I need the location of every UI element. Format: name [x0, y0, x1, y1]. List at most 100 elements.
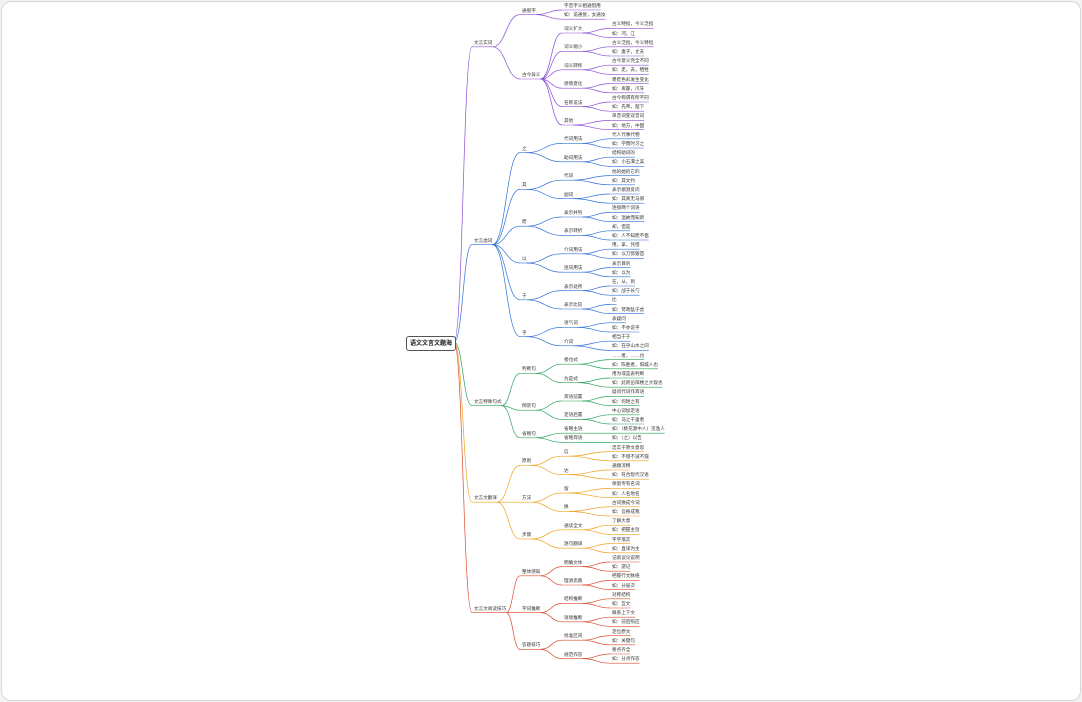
topic-node[interactable]: 为是式	[564, 376, 578, 382]
topic-node[interactable]: 表示比较	[564, 303, 583, 308]
topic-node[interactable]: 如：分层次	[612, 583, 635, 589]
topic-node[interactable]: 乎	[522, 330, 527, 336]
topic-node[interactable]: 古义特指，今义泛指	[612, 22, 654, 28]
topic-node[interactable]: 代词	[564, 174, 574, 180]
topic-node[interactable]: 古今意义完全不同	[612, 59, 649, 65]
topic-node[interactable]: 如：走，去，牺牲	[612, 68, 649, 74]
topic-node[interactable]: 如：马之千里者	[612, 418, 645, 423]
topic-node[interactable]: 他的她的它的	[612, 169, 640, 175]
topic-node[interactable]: 如：关键句	[612, 638, 635, 644]
topic-node[interactable]: 记叙议论说明	[612, 556, 640, 561]
topic-node[interactable]: 如：陈胜者，阳城人也	[612, 362, 658, 368]
topic-node[interactable]: 如：（之）以告	[612, 436, 642, 442]
topic-node[interactable]: 表示并列	[564, 211, 583, 216]
topic-node[interactable]: 在，从，到	[612, 280, 635, 285]
topic-node[interactable]: 介词	[564, 339, 574, 345]
topic-node[interactable]: 如：何陋之有	[612, 399, 640, 405]
topic-node[interactable]: 原则	[522, 459, 532, 465]
topic-node[interactable]: 疑问代词作宾语	[612, 390, 645, 396]
topic-node[interactable]: 词义缩小	[564, 45, 583, 51]
topic-node[interactable]: 如：（桃花源中人）见渔人	[612, 427, 665, 433]
topic-node[interactable]: 对称结构	[612, 592, 631, 598]
topic-node[interactable]: 省略句	[522, 431, 536, 437]
topic-node[interactable]: 中心词加定语	[612, 408, 640, 414]
topic-node[interactable]: 步骤	[522, 533, 532, 538]
topic-node[interactable]: 以	[522, 257, 527, 262]
topic-node[interactable]: 联系上下文	[612, 611, 635, 617]
topic-node[interactable]: 如：直译为主	[612, 546, 640, 552]
topic-node[interactable]: 词义转移	[564, 63, 583, 69]
topic-node[interactable]: 定位原文	[612, 629, 631, 635]
topic-node[interactable]: 表示目的	[612, 261, 631, 267]
topic-node[interactable]: 褒贬色彩发生变化	[612, 77, 649, 83]
topic-node[interactable]: 判断句	[522, 367, 536, 373]
topic-node[interactable]: 词义扩大	[564, 27, 583, 32]
topic-node[interactable]: 如：说通悦，女通汝	[564, 13, 606, 19]
topic-node[interactable]: 如：苛政猛于虎	[612, 307, 645, 313]
topic-node[interactable]: 如：分点作答	[612, 657, 640, 663]
topic-node[interactable]: 如：河，江	[612, 31, 635, 37]
topic-node[interactable]: 理清思路	[564, 579, 583, 584]
topic-node[interactable]: 如：其真无马邪	[612, 197, 645, 203]
topic-node[interactable]: 了解大意	[612, 519, 631, 525]
topic-node[interactable]: 达	[564, 468, 569, 474]
topic-node[interactable]: 字词推断	[522, 606, 541, 612]
topic-node[interactable]: ……者，……也	[612, 353, 645, 359]
topic-node[interactable]: 如：卑鄙，爪牙	[612, 86, 645, 92]
topic-node[interactable]: 如：先帝，陛下	[612, 105, 645, 111]
topic-node[interactable]: 结构助词的	[612, 151, 635, 157]
topic-node[interactable]: 如：互文	[612, 602, 631, 607]
topic-node[interactable]: 如：妻子，丈夫	[612, 50, 645, 55]
topic-node[interactable]: 而	[522, 220, 527, 226]
topic-node[interactable]: 代词用法	[564, 137, 583, 143]
topic-node[interactable]: 明确文体	[564, 560, 583, 566]
topic-node[interactable]: 如：人名地名	[612, 491, 640, 497]
topic-node[interactable]: 定语后置	[564, 413, 583, 419]
topic-node[interactable]: 表示处所	[564, 284, 583, 290]
topic-node[interactable]: 答题技巧	[522, 643, 541, 649]
topic-node[interactable]: 如：在乎山水之间	[612, 344, 649, 350]
topic-node[interactable]: 语气词	[564, 321, 578, 327]
topic-node[interactable]: 代人代事代物	[612, 132, 640, 138]
topic-node[interactable]: 如：前后照应	[612, 620, 640, 626]
topic-node[interactable]: 整体感知	[522, 569, 541, 575]
topic-node[interactable]: 字音字义相通借用	[564, 4, 601, 9]
topic-node[interactable]: 字字落实	[612, 537, 631, 543]
topic-node[interactable]: 单音词变双音词	[612, 114, 645, 120]
branch-node[interactable]: 文言特殊句式	[474, 399, 502, 405]
topic-node[interactable]: 古今称谓有所不同	[612, 96, 649, 101]
topic-node[interactable]: 把握行文脉络	[612, 574, 640, 580]
topic-node[interactable]: 通顺流畅	[612, 464, 631, 469]
topic-node[interactable]: 保留专有名词	[612, 482, 640, 488]
topic-node[interactable]: 要点齐全	[612, 648, 631, 653]
topic-node[interactable]: 助词用法	[564, 155, 583, 161]
topic-node[interactable]: 如：地方，中国	[612, 123, 645, 129]
topic-node[interactable]: 通假字	[522, 8, 536, 14]
topic-node[interactable]: 宾语前置	[564, 395, 583, 400]
topic-node[interactable]: 表疑问	[612, 316, 626, 322]
topic-node[interactable]: 如：不增不减不漏	[612, 454, 649, 460]
topic-node[interactable]: 其	[522, 183, 527, 189]
topic-node[interactable]: 比	[612, 298, 617, 304]
topic-node[interactable]: 结构推断	[564, 597, 583, 603]
topic-node[interactable]: 如：其文约	[612, 178, 635, 184]
topic-node[interactable]: 如：战于长勺	[612, 289, 640, 295]
topic-node[interactable]: 语境推断	[564, 615, 583, 621]
topic-node[interactable]: 于	[522, 293, 527, 299]
topic-node[interactable]: 连接两个词语	[612, 206, 640, 212]
topic-node[interactable]: 古今异义	[522, 73, 541, 78]
topic-node[interactable]: 省略主语	[564, 427, 583, 433]
root-node[interactable]: 语文文言文题海	[406, 336, 456, 351]
topic-node[interactable]: 找准区间	[564, 634, 583, 640]
topic-node[interactable]: 换	[564, 505, 569, 511]
topic-node[interactable]: 如：小石潭之美	[612, 160, 645, 166]
topic-node[interactable]: 忠实于原文意思	[612, 445, 645, 451]
branch-node[interactable]: 文言文阅读技巧	[474, 606, 507, 612]
topic-node[interactable]: 却，但是	[612, 224, 631, 230]
topic-node[interactable]: 之	[522, 146, 527, 152]
topic-node[interactable]: 如：以为	[612, 270, 631, 276]
topic-node[interactable]: 方法	[522, 496, 532, 502]
topic-node[interactable]: 其他	[564, 119, 574, 124]
topic-node[interactable]: 用为或是表判断	[612, 372, 645, 377]
topic-node[interactable]: 连词用法	[564, 266, 583, 272]
